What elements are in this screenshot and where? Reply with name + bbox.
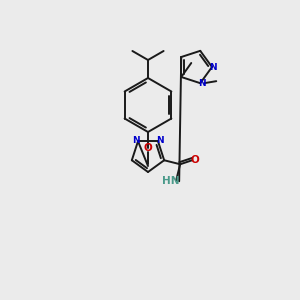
Text: N: N [132,136,140,145]
Text: N: N [198,79,206,88]
Text: O: O [144,143,152,153]
Text: O: O [191,155,200,165]
Text: HN: HN [162,176,180,186]
Text: N: N [209,64,217,73]
Text: N: N [156,136,164,145]
